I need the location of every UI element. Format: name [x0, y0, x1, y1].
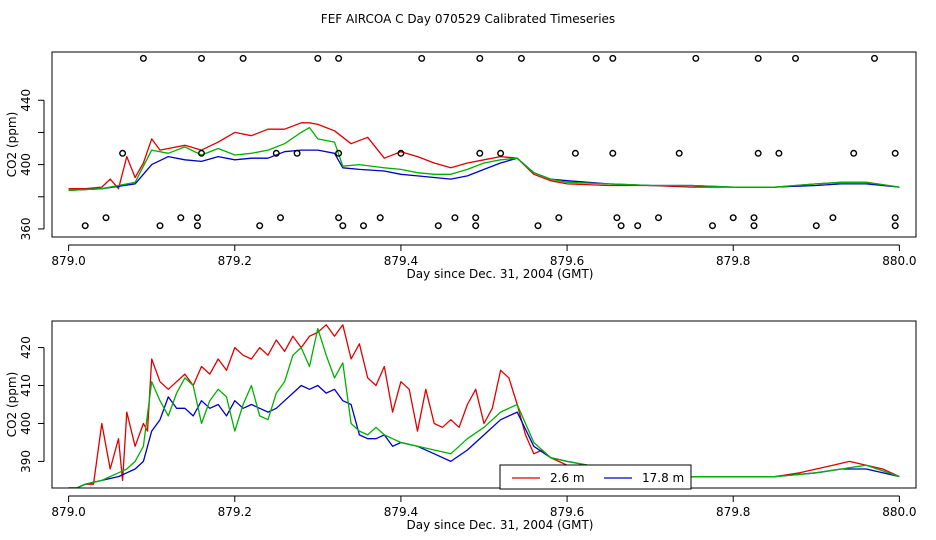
marker-point: [197, 54, 205, 62]
marker-point: [102, 214, 110, 222]
marker-point: [418, 54, 426, 62]
marker-point: [339, 222, 347, 230]
plot-frame: [51, 51, 917, 238]
marker-point: [156, 222, 164, 230]
marker-point: [472, 222, 480, 230]
marker-point: [675, 149, 683, 157]
marker-point: [376, 214, 384, 222]
y-tick-label: 390: [19, 450, 33, 473]
series-line-2-6-m: [68, 324, 900, 488]
marker-point: [729, 214, 737, 222]
marker-point: [775, 149, 783, 157]
y-tick-label: 400: [19, 153, 33, 176]
marker-point: [812, 222, 820, 230]
top-panel: 879.0 879.2 879.4 879.6 879.8 880.0 Day since …: [5, 51, 917, 281]
marker-point: [277, 214, 285, 222]
marker-point: [197, 149, 205, 157]
marker-point: [592, 54, 600, 62]
marker-point: [335, 214, 343, 222]
marker-point: [571, 149, 579, 157]
marker-point: [750, 222, 758, 230]
marker-point: [850, 149, 858, 157]
marker-point: [609, 54, 617, 62]
marker-point: [891, 149, 899, 157]
marker-point: [792, 54, 800, 62]
marker-point: [239, 54, 247, 62]
bottom-panel: 879.0 879.2 879.4 879.6 879.8 880.0 Day since …: [5, 320, 917, 532]
marker-point: [335, 149, 343, 157]
x-axis-label: Day since Dec. 31, 2004 (GMT): [407, 518, 594, 532]
y-tick-label: 360: [19, 218, 33, 241]
marker-point: [891, 222, 899, 230]
marker-point: [634, 222, 642, 230]
legend: 2.6 m 17.8 m: [499, 464, 692, 490]
marker-point: [517, 54, 525, 62]
x-tick-label: 879.2: [218, 505, 252, 519]
marker-point: [314, 54, 322, 62]
x-tick-label: 879.0: [51, 505, 85, 519]
figure-title: FEF AIRCOA C Day 070529 Calibrated Times…: [321, 12, 615, 26]
legend-box: [499, 464, 692, 490]
series-line-green: [68, 126, 900, 191]
marker-point: [476, 149, 484, 157]
x-tick-label: 879.8: [716, 505, 750, 519]
marker-point: [655, 214, 663, 222]
marker-point: [692, 54, 700, 62]
y-tick-label: 420: [19, 336, 33, 359]
marker-point: [81, 222, 89, 230]
marker-point: [360, 222, 368, 230]
marker-point: [754, 149, 762, 157]
marker-point: [476, 54, 484, 62]
marker-point: [709, 222, 717, 230]
marker-point: [256, 222, 264, 230]
y-tick-label: 400: [19, 412, 33, 435]
marker-point: [451, 214, 459, 222]
marker-point: [750, 214, 758, 222]
x-tick-label: 880.0: [882, 254, 916, 268]
marker-point: [177, 214, 185, 222]
marker-point: [434, 222, 442, 230]
marker-point: [472, 214, 480, 222]
y-axis-label: CO2 (ppm): [5, 372, 19, 438]
marker-point: [397, 149, 405, 157]
series-line-17-8-m: [68, 149, 900, 191]
marker-point: [613, 214, 621, 222]
legend-label: 17.8 m: [642, 471, 684, 485]
marker-point: [335, 54, 343, 62]
plot-frame: [51, 320, 917, 489]
y-tick-label: 410: [19, 374, 33, 397]
legend-label: 2.6 m: [550, 471, 585, 485]
marker-point: [272, 149, 280, 157]
marker-point: [871, 54, 879, 62]
x-tick-label: 879.4: [384, 254, 418, 268]
marker-point: [555, 214, 563, 222]
x-tick-label: 879.8: [716, 254, 750, 268]
marker-point: [139, 54, 147, 62]
y-tick-label: 440: [19, 89, 33, 112]
marker-point: [754, 54, 762, 62]
x-tick-label: 879.0: [51, 254, 85, 268]
marker-point: [534, 222, 542, 230]
marker-point: [293, 149, 301, 157]
marker-point: [829, 214, 837, 222]
x-tick-label: 879.2: [218, 254, 252, 268]
series-line-2-6-m: [68, 122, 900, 190]
x-tick-label: 879.4: [384, 505, 418, 519]
marker-point: [609, 149, 617, 157]
series-line-green: [68, 327, 900, 488]
marker-point: [891, 214, 899, 222]
marker-point: [497, 149, 505, 157]
x-axis-label: Day since Dec. 31, 2004 (GMT): [407, 267, 594, 281]
marker-point: [617, 222, 625, 230]
x-tick-label: 879.6: [550, 254, 584, 268]
y-axis-label: CO2 (ppm): [5, 112, 19, 178]
x-tick-label: 880.0: [882, 505, 916, 519]
marker-point: [193, 214, 201, 222]
marker-point: [193, 222, 201, 230]
x-tick-label: 879.6: [550, 505, 584, 519]
marker-point: [119, 149, 127, 157]
series-line-17-8-m: [68, 384, 900, 488]
